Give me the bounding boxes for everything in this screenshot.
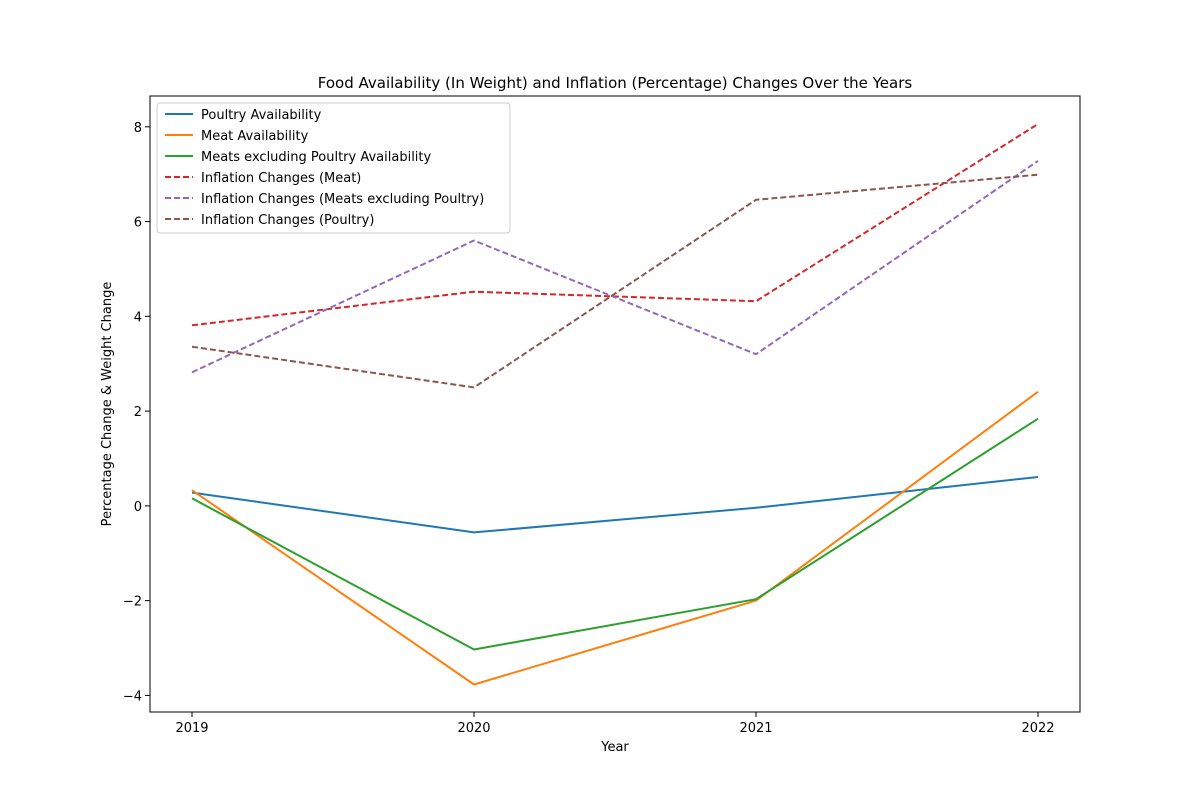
series-line-6 — [191, 173, 1039, 389]
y-tick-label: 4 — [134, 310, 142, 325]
series-line-5 — [191, 160, 1039, 374]
legend-label: Inflation Changes (Poultry) — [201, 213, 374, 228]
y-tick-label: −2 — [123, 595, 142, 610]
x-tick-label: 2019 — [175, 721, 208, 736]
x-tick-label: 2022 — [1021, 721, 1054, 736]
y-tick-label: 8 — [134, 121, 142, 136]
y-axis-label: Percentage Change & Weight Change — [100, 282, 115, 527]
x-tick-label: 2021 — [739, 721, 772, 736]
x-tick-label: 2020 — [457, 721, 490, 736]
legend-box — [156, 102, 511, 234]
x-axis-label: Year — [600, 740, 629, 755]
series-line-2 — [191, 390, 1039, 686]
legend-label: Inflation Changes (Meats excluding Poult… — [201, 192, 484, 207]
legend-label: Meats excluding Poultry Availability — [201, 150, 432, 165]
series-lines — [191, 123, 1039, 686]
y-axis: −4 −2 0 2 4 6 8 — [123, 121, 150, 704]
legend-label: Meat Availability — [201, 129, 309, 144]
legend-label: Inflation Changes (Meat) — [201, 171, 361, 186]
y-tick-label: 6 — [134, 216, 142, 231]
series-line-1 — [191, 476, 1039, 534]
legend: Poultry Availability Meat Availability Mea… — [156, 102, 511, 234]
y-tick-label: 0 — [134, 500, 142, 515]
y-tick-label: 2 — [134, 405, 142, 420]
chart-title: Food Availability (In Weight) and Inflat… — [318, 74, 913, 92]
legend-label: Poultry Availability — [201, 108, 322, 123]
series-line-3 — [191, 417, 1039, 651]
y-tick-label: −4 — [123, 689, 142, 704]
x-axis: 2019 2020 2021 2022 — [175, 712, 1055, 736]
plot-frame — [149, 95, 1081, 713]
